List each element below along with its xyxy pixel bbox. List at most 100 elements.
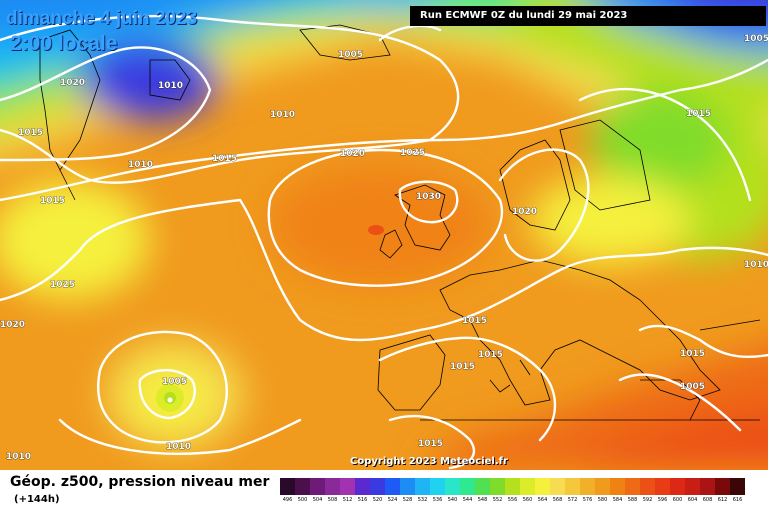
- legend-swatch: [370, 478, 385, 495]
- legend-swatch: [445, 478, 460, 495]
- legend-swatch: [640, 478, 655, 495]
- parameter-title: Géop. z500, pression niveau mer: [10, 474, 270, 490]
- legend-swatch: [595, 478, 610, 495]
- legend-swatch: [280, 478, 295, 495]
- map-svg: 1005 1020 1010 1005 1010 1015 1015 1010 …: [0, 0, 768, 470]
- legend-label: 604: [687, 497, 698, 503]
- isobar-label: 1015: [418, 439, 443, 449]
- legend-swatch: [490, 478, 505, 495]
- legend-label: 572: [567, 497, 578, 503]
- legend-swatch: [730, 478, 745, 495]
- forecast-time: 2:00 locale: [10, 32, 118, 55]
- legend-swatch: [610, 478, 625, 495]
- forecast-date: dimanche 4 juin 2023: [6, 8, 198, 29]
- geopotential-field: [0, 0, 768, 470]
- isobar-lines: [0, 14, 768, 470]
- legend-swatch: [340, 478, 355, 495]
- legend-swatch: [550, 478, 565, 495]
- legend-swatch: [475, 478, 490, 495]
- legend-label: 580: [597, 497, 608, 503]
- legend-swatch: [715, 478, 730, 495]
- isobar-label: 1015: [680, 349, 705, 359]
- legend-swatch: [460, 478, 475, 495]
- isobar-label: 1025: [400, 148, 425, 158]
- isobar-label: 1015: [478, 350, 503, 360]
- legend-label: 536: [432, 497, 443, 503]
- isobar-label: 1010: [166, 442, 191, 452]
- copyright: Copyright 2023 Meteociel.fr: [350, 456, 508, 467]
- legend-label: 592: [642, 497, 653, 503]
- legend-swatch: [415, 478, 430, 495]
- legend-label: 584: [612, 497, 623, 503]
- footer: Géop. z500, pression niveau mer (+144h) …: [0, 470, 768, 512]
- legend-swatch: [655, 478, 670, 495]
- isobar-label: 1010: [128, 160, 153, 170]
- legend-swatch: [580, 478, 595, 495]
- legend-swatch: [325, 478, 340, 495]
- legend-swatch: [685, 478, 700, 495]
- isobar-label: 1005: [338, 50, 363, 60]
- legend-swatch: [565, 478, 580, 495]
- isobar-label: 1010: [744, 260, 768, 270]
- pressure-centres: [167, 225, 384, 403]
- legend-swatch: [700, 478, 715, 495]
- legend-label: 524: [387, 497, 398, 503]
- legend-swatch: [295, 478, 310, 495]
- isobar-label: 1020: [340, 149, 365, 159]
- legend-label: 508: [327, 497, 338, 503]
- legend-label: 612: [717, 497, 728, 503]
- legend-label: 576: [582, 497, 593, 503]
- legend-swatch: [355, 478, 370, 495]
- isobar-label: 1015: [40, 196, 65, 206]
- legend-label: 608: [702, 497, 713, 503]
- isobar-label: 1015: [18, 128, 43, 138]
- isobar-labels: 1005 1020 1010 1005 1010 1015 1015 1010 …: [0, 34, 768, 463]
- legend-swatch: [400, 478, 415, 495]
- weather-map: 1005 1020 1010 1005 1010 1015 1015 1010 …: [0, 0, 768, 470]
- isobar-label: 1010: [158, 81, 183, 91]
- isobar-label: 1025: [50, 280, 75, 290]
- isobar-label: 1005: [680, 382, 705, 392]
- legend-swatch: [505, 478, 520, 495]
- legend-label: 520: [372, 497, 383, 503]
- isobar-label: 1015: [450, 362, 475, 372]
- legend-swatch: [385, 478, 400, 495]
- isobar-label: 1020: [512, 207, 537, 217]
- legend-label: 616: [732, 497, 743, 503]
- isobar-label: 1010: [270, 110, 295, 120]
- legend-label: 544: [462, 497, 473, 503]
- legend-label: 548: [477, 497, 488, 503]
- legend-label: 560: [522, 497, 533, 503]
- legend-label: 600: [672, 497, 683, 503]
- low-pressure-marker: [167, 397, 173, 403]
- coastlines: [39, 24, 761, 421]
- high-pressure-marker: [368, 225, 384, 235]
- legend-swatch: [520, 478, 535, 495]
- legend-label: 556: [507, 497, 518, 503]
- lead-time: (+144h): [14, 494, 60, 505]
- legend-label: 504: [312, 497, 323, 503]
- legend-label: 528: [402, 497, 413, 503]
- legend-swatch: [310, 478, 325, 495]
- legend-label: 496: [282, 497, 293, 503]
- legend-swatch: [625, 478, 640, 495]
- legend-label: 564: [537, 497, 548, 503]
- legend-label: 500: [297, 497, 308, 503]
- model-run-label: Run ECMWF 0Z du lundi 29 mai 2023: [410, 6, 766, 26]
- isobar-label: 1015: [212, 154, 237, 164]
- legend-swatch: [670, 478, 685, 495]
- legend-swatch: [535, 478, 550, 495]
- legend-label: 568: [552, 497, 563, 503]
- legend-label: 512: [342, 497, 353, 503]
- legend-label: 552: [492, 497, 503, 503]
- isobar-label: 1015: [686, 109, 711, 119]
- legend-swatch: [430, 478, 445, 495]
- isobar-label: 1015: [462, 316, 487, 326]
- legend-label: 540: [447, 497, 458, 503]
- isobar-label: 1030: [416, 192, 441, 202]
- isobar-label: 1005: [162, 377, 187, 387]
- isobar-label: 1020: [0, 320, 25, 330]
- legend-label: 532: [417, 497, 428, 503]
- isobar-label: 1020: [60, 78, 85, 88]
- legend-label: 588: [627, 497, 638, 503]
